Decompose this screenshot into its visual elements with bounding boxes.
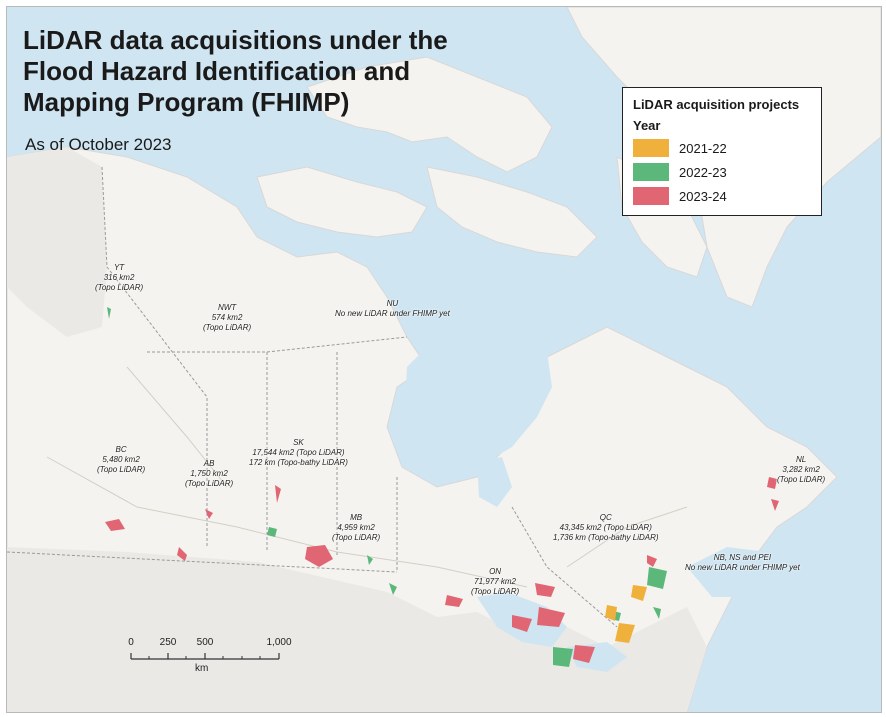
legend-item-2022-23: 2022-23 [633,163,811,181]
region-line: 71,977 km2 [474,577,516,586]
region-line: 3,282 km2 [782,465,820,474]
legend-year-label: Year [633,118,661,133]
scale-bar: 0 250 500 1,000 km [123,637,293,677]
nl-area [771,499,779,511]
sk-area [275,485,281,503]
region-line: (Topo LiDAR) [95,283,144,292]
on-area [537,607,565,627]
region-code: NWT [217,303,237,312]
region-line: 4,959 km2 [337,523,375,532]
region-label-nb-ns-pei: NB, NS and PEI No new LiDAR under FHIMP … [685,553,800,573]
on-area [445,595,463,607]
region-code: YT [113,263,125,272]
scale-tick-label: 250 [159,637,177,648]
region-code: AB [203,459,215,468]
region-label-nl: NL 3,282 km2 (Topo LiDAR) [777,455,825,485]
region-line: No new LiDAR under FHIMP yet [335,309,450,318]
region-code: MB [350,513,363,522]
region-line: 172 km (Topo-bathy LiDAR) [249,458,348,467]
region-label-qc: QC 43,345 km2 (Topo LiDAR) 1,736 km (Top… [553,513,659,543]
yt-area [107,307,111,319]
region-line: (Topo LiDAR) [471,587,520,596]
mb-area [389,583,397,595]
qc-area [615,623,635,643]
lidar-2021-22-areas [605,585,647,643]
qc-area [653,607,661,619]
ab-area [205,509,213,519]
map-frame: LiDAR data acquisitions under the Flood … [6,6,882,713]
region-line: No new LiDAR under FHIMP yet [685,563,800,572]
james-bay [477,457,512,507]
region-code: QC [599,513,612,522]
region-label-ab: AB 1,750 km2 (Topo LiDAR) [185,459,233,489]
lidar-2023-24-areas [105,477,779,663]
region-line: 574 km2 [211,313,243,322]
mb-area [367,555,373,565]
legend-swatch [633,139,669,157]
roads [46,366,688,588]
legend-item-2023-24: 2023-24 [633,187,811,205]
on-area [535,583,555,597]
region-code: BC [115,445,127,454]
region-line: 1,736 km (Topo-bathy LiDAR) [553,533,659,542]
on-area [512,615,532,632]
region-line: 5,480 km2 [102,455,140,464]
bc-area [177,547,187,561]
legend-label: 2023-24 [679,188,727,204]
region-code: NB, NS and PEI [713,553,772,562]
region-label-yt: YT 316 km2 (Topo LiDAR) [95,263,143,293]
arctic-islands [256,56,708,278]
legend-heading: LiDAR acquisition projects [633,97,800,112]
hudson-bay [405,322,552,467]
qc-area [647,567,667,589]
region-label-nu: NU No new LiDAR under FHIMP yet [335,299,450,319]
legend-item-2021-22: 2021-22 [633,139,811,157]
scale-tick-label: 500 [196,637,214,648]
qc-area [631,585,647,601]
region-label-nwt: NWT 574 km2 (Topo LiDAR) [203,303,251,333]
region-code: SK [293,438,304,447]
alaska-landmass [7,147,107,337]
on-area [573,645,595,663]
provincial-borders [7,166,618,628]
legend-swatch [633,187,669,205]
region-line: 1,750 km2 [190,469,228,478]
region-line: 17,544 km2 (Topo LiDAR) [252,448,345,457]
region-line: (Topo LiDAR) [332,533,381,542]
qc-area [605,605,617,621]
scale-bar-graphic [130,653,280,660]
on-area [553,647,573,667]
sk-area [267,527,277,537]
legend-swatch [633,163,669,181]
scale-tick-label: 0 [128,637,134,648]
region-label-bc: BC 5,480 km2 (Topo LiDAR) [97,445,145,475]
usa-landmass [7,547,707,712]
sk-area [305,545,333,567]
region-label-sk: SK 17,544 km2 (Topo LiDAR) 172 km (Topo-… [249,438,348,468]
scale-unit: km [195,663,209,674]
region-line: (Topo LiDAR) [203,323,252,332]
region-line: (Topo LiDAR) [777,475,826,484]
legend-label: 2021-22 [679,140,727,156]
map-title: LiDAR data acquisitions under the Flood … [23,25,448,117]
gulf-st-lawrence [687,547,777,597]
region-label-on: ON 71,977 km2 (Topo LiDAR) [471,567,519,597]
legend: LiDAR acquisition projects Year 2021-22 … [622,87,822,216]
region-line: (Topo LiDAR) [185,479,234,488]
region-line: 316 km2 [103,273,135,282]
nl-area [767,477,777,489]
region-code: NL [795,455,807,464]
map-subtitle: As of October 2023 [25,135,172,154]
region-line: 43,345 km2 (Topo LiDAR) [559,523,652,532]
scale-tick-label: 1,000 [266,637,292,648]
region-code: ON [489,567,502,576]
bc-area [105,519,125,531]
region-code: NU [386,299,399,308]
qc-area [647,555,657,567]
legend-label: 2022-23 [679,164,727,180]
lidar-2022-23-areas [107,307,667,667]
region-label-mb: MB 4,959 km2 (Topo LiDAR) [332,513,380,543]
region-line: (Topo LiDAR) [97,465,146,474]
